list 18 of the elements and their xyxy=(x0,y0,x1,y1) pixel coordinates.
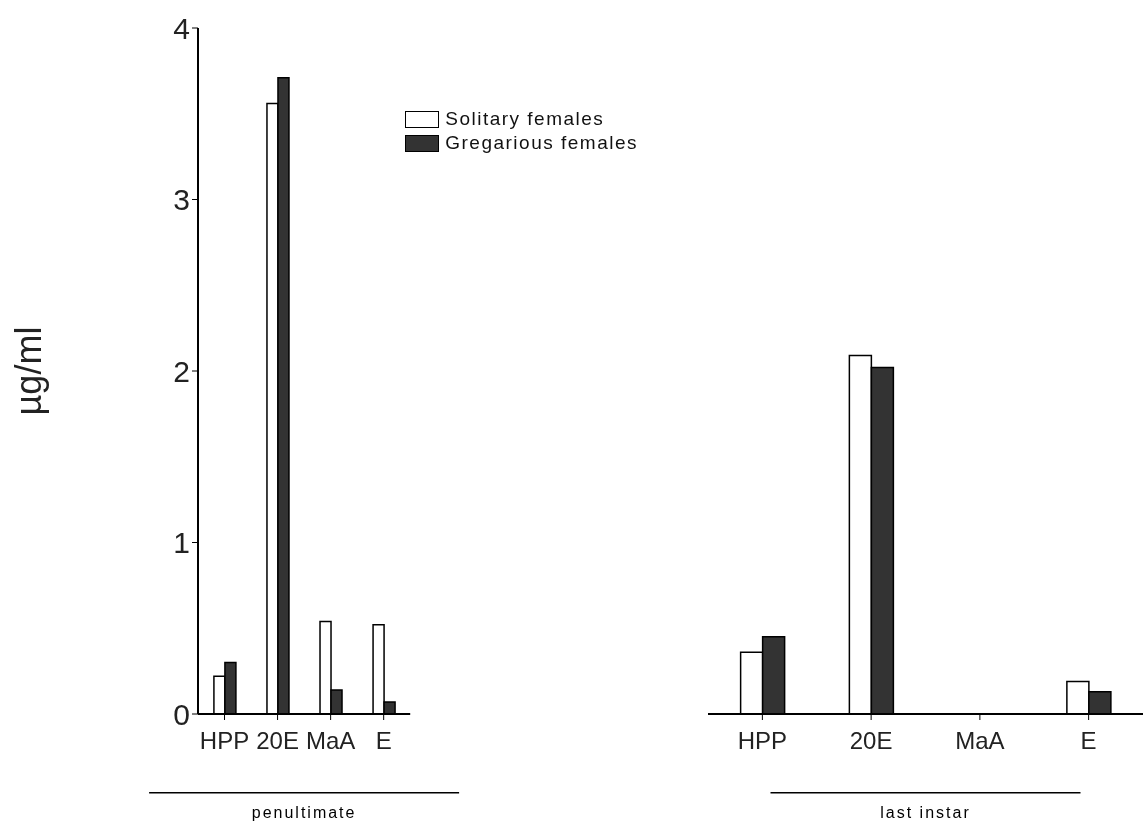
x-tick-label: E xyxy=(1080,727,1097,755)
x-tick-label: E xyxy=(375,727,392,755)
x-tick-label: 20E xyxy=(256,727,299,755)
y-tick-label: 3 xyxy=(173,183,190,217)
x-tick-label: HPP xyxy=(737,727,788,755)
x-tick-label: MaA xyxy=(305,727,356,755)
y-tick-label: 4 xyxy=(173,11,190,45)
legend-label: Gregarious females xyxy=(445,132,638,154)
x-axis-title: last instar xyxy=(880,804,971,821)
x-axis-title: penultimate xyxy=(251,804,357,821)
y-tick-label: 1 xyxy=(173,526,190,560)
x-tick-label: 20E xyxy=(849,727,893,755)
x-tick-label: MaA xyxy=(955,727,1005,755)
y-tick-label: 0 xyxy=(173,697,190,731)
legend-label: Solitary females xyxy=(445,108,605,130)
y-axis-title: µg/ml xyxy=(7,326,49,416)
y-tick-label: 2 xyxy=(173,354,190,388)
x-tick-label: HPP xyxy=(199,727,250,755)
